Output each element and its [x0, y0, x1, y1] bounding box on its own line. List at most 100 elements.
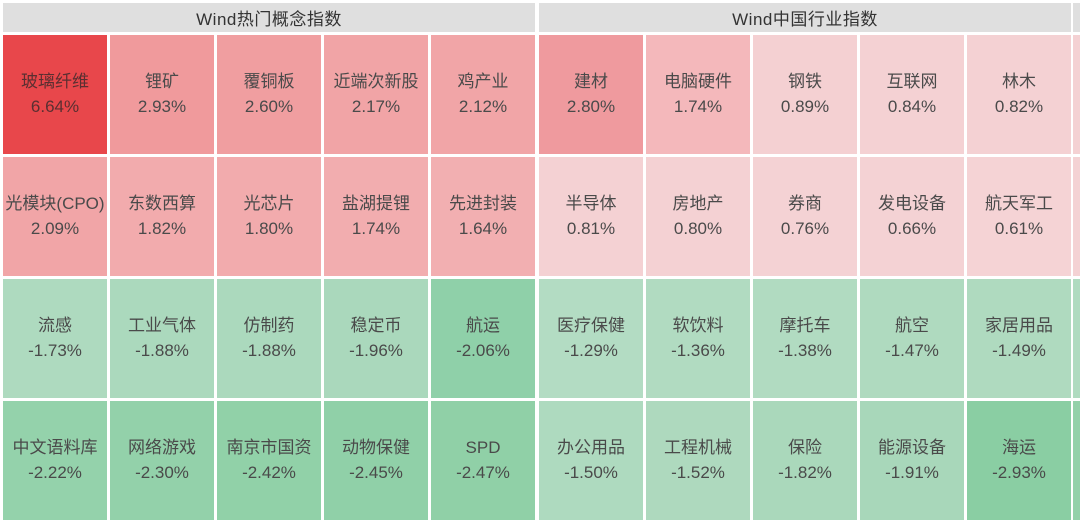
- heatmap-cell[interactable]: 东数西算 1.82%: [110, 157, 214, 276]
- index-name: 医疗保健: [557, 315, 625, 335]
- index-name: 仿制药: [243, 315, 295, 335]
- heatmap-row: 光模块(CPO) 2.09% 东数西算 1.82% 光芯片 1.80% 盐湖提锂 1.74% 先…: [3, 157, 535, 276]
- heatmap-cell[interactable]: 家居用品 -1.49%: [967, 279, 1071, 398]
- index-name: 光芯片: [243, 193, 295, 213]
- heatmap-cell[interactable]: 稳定币 -1.96%: [324, 279, 428, 398]
- index-name: 券商: [788, 193, 822, 213]
- heatmap-cell[interactable]: 发电设备 0.66%: [860, 157, 964, 276]
- heatmap-cell[interactable]: 摩托车 -1.38%: [753, 279, 857, 398]
- index-change-pct: -2.42%: [242, 462, 296, 482]
- index-change-pct: -1.82%: [778, 462, 832, 482]
- heatmap-cell[interactable]: 玻璃纤维 6.64%: [3, 35, 107, 154]
- heatmap-cell[interactable]: 光模块(CPO) 2.09%: [3, 157, 107, 276]
- index-name: 保险: [788, 437, 822, 457]
- index-name: 互联网: [886, 71, 938, 91]
- heatmap-cell[interactable]: 建材 2.80%: [539, 35, 643, 154]
- heatmap-cell[interactable]: 航运 -2.06%: [431, 279, 535, 398]
- sliver-row-2: [1073, 157, 1080, 276]
- index-name: 玻璃纤维: [21, 71, 89, 91]
- heatmap-cell[interactable]: 医疗保健 -1.29%: [539, 279, 643, 398]
- heatmap-cell[interactable]: 仿制药 -1.88%: [217, 279, 321, 398]
- index-name: 盐湖提锂: [342, 193, 410, 213]
- index-change-pct: 2.60%: [244, 96, 294, 116]
- heatmap-cell[interactable]: 钢铁 0.89%: [753, 35, 857, 154]
- heatmap-cell[interactable]: 海运 -2.93%: [967, 401, 1071, 520]
- heatmap-cell[interactable]: 保险 -1.82%: [753, 401, 857, 520]
- index-name: 动物保健: [342, 437, 410, 457]
- heatmap-cell[interactable]: 能源设备 -1.91%: [860, 401, 964, 520]
- sliver-header: [1073, 3, 1080, 32]
- index-change-pct: 0.80%: [673, 218, 723, 238]
- index-change-pct: -1.91%: [885, 462, 939, 482]
- heatmap-row: 流感 -1.73% 工业气体 -1.88% 仿制药 -1.88% 稳定币 -1.96% 航运 -2…: [3, 279, 535, 398]
- index-change-pct: 2.17%: [351, 96, 401, 116]
- index-change-pct: 2.80%: [566, 96, 616, 116]
- index-change-pct: -1.29%: [564, 340, 618, 360]
- heatmap-cell[interactable]: 网络游戏 -2.30%: [110, 401, 214, 520]
- heatmap-cell[interactable]: 工程机械 -1.52%: [646, 401, 750, 520]
- index-change-pct: -1.36%: [671, 340, 725, 360]
- heatmap-cell[interactable]: 办公用品 -1.50%: [539, 401, 643, 520]
- index-name: SPD: [465, 437, 501, 457]
- index-change-pct: -1.47%: [885, 340, 939, 360]
- heatmap-cell[interactable]: 覆铜板 2.60%: [217, 35, 321, 154]
- heatmap-cell[interactable]: 林木 0.82%: [967, 35, 1071, 154]
- index-change-pct: 0.82%: [994, 96, 1044, 116]
- index-name: 网络游戏: [128, 437, 196, 457]
- heatmap-cell[interactable]: 中文语料库 -2.22%: [3, 401, 107, 520]
- index-name: 摩托车: [779, 315, 831, 335]
- heatmap-row: 玻璃纤维 6.64% 锂矿 2.93% 覆铜板 2.60% 近端次新股 2.17% 鸡产业 2.1…: [3, 35, 535, 154]
- index-name: 软饮料: [672, 315, 724, 335]
- heatmap-row: 医疗保健 -1.29% 软饮料 -1.36% 摩托车 -1.38% 航空 -1.47% 家居用品…: [539, 279, 1071, 398]
- heatmap-cell[interactable]: 房地产 0.80%: [646, 157, 750, 276]
- heatmap-cell[interactable]: 锂矿 2.93%: [110, 35, 214, 154]
- heatmap-cell[interactable]: 软饮料 -1.36%: [646, 279, 750, 398]
- index-name: 东数西算: [128, 193, 196, 213]
- heatmap-cell[interactable]: 动物保健 -2.45%: [324, 401, 428, 520]
- index-name: 建材: [574, 71, 608, 91]
- index-name: 半导体: [565, 193, 617, 213]
- index-name: 钢铁: [788, 71, 822, 91]
- sliver-row-1: [1073, 35, 1080, 154]
- index-name: 航天军工: [985, 193, 1053, 213]
- heatmap-cell[interactable]: 半导体 0.81%: [539, 157, 643, 276]
- heatmap-cell[interactable]: 航天军工 0.61%: [967, 157, 1071, 276]
- index-change-pct: -2.30%: [135, 462, 189, 482]
- index-change-pct: -1.38%: [778, 340, 832, 360]
- heatmap-cell[interactable]: 互联网 0.84%: [860, 35, 964, 154]
- heatmap-cell[interactable]: 流感 -1.73%: [3, 279, 107, 398]
- index-name: 航空: [895, 315, 929, 335]
- index-name: 鸡产业: [457, 71, 509, 91]
- heatmap-cell[interactable]: 航空 -1.47%: [860, 279, 964, 398]
- sliver-row-3: [1073, 279, 1080, 398]
- index-change-pct: -2.06%: [456, 340, 510, 360]
- heatmap-cell[interactable]: 券商 0.76%: [753, 157, 857, 276]
- heatmap-cell[interactable]: 南京市国资 -2.42%: [217, 401, 321, 520]
- index-change-pct: -1.50%: [564, 462, 618, 482]
- heatmap-cell[interactable]: 盐湖提锂 1.74%: [324, 157, 428, 276]
- heatmap-row: 建材 2.80% 电脑硬件 1.74% 钢铁 0.89% 互联网 0.84% 林木 0.82%: [539, 35, 1071, 154]
- heatmap-cell[interactable]: 电脑硬件 1.74%: [646, 35, 750, 154]
- index-change-pct: 2.09%: [30, 218, 80, 238]
- heatmap-cell[interactable]: 鸡产业 2.12%: [431, 35, 535, 154]
- index-change-pct: -1.96%: [349, 340, 403, 360]
- heatmap-cell[interactable]: 光芯片 1.80%: [217, 157, 321, 276]
- index-change-pct: -1.88%: [135, 340, 189, 360]
- index-change-pct: -1.73%: [28, 340, 82, 360]
- index-name: 办公用品: [557, 437, 625, 457]
- index-name: 能源设备: [878, 437, 946, 457]
- index-name: 近端次新股: [333, 71, 419, 91]
- index-change-pct: 0.84%: [887, 96, 937, 116]
- index-change-pct: -2.45%: [349, 462, 403, 482]
- heatmap-cell[interactable]: 近端次新股 2.17%: [324, 35, 428, 154]
- index-change-pct: -2.47%: [456, 462, 510, 482]
- sliver-row-4: [1073, 401, 1080, 520]
- index-change-pct: -2.22%: [28, 462, 82, 482]
- heatmap-cell[interactable]: SPD -2.47%: [431, 401, 535, 520]
- index-name: 中文语料库: [12, 437, 98, 457]
- heatmap-cell[interactable]: 先进封装 1.64%: [431, 157, 535, 276]
- index-change-pct: 2.93%: [137, 96, 187, 116]
- heatmap-cell[interactable]: 工业气体 -1.88%: [110, 279, 214, 398]
- panel-title-hot-concept-indices: Wind热门概念指数: [3, 3, 535, 32]
